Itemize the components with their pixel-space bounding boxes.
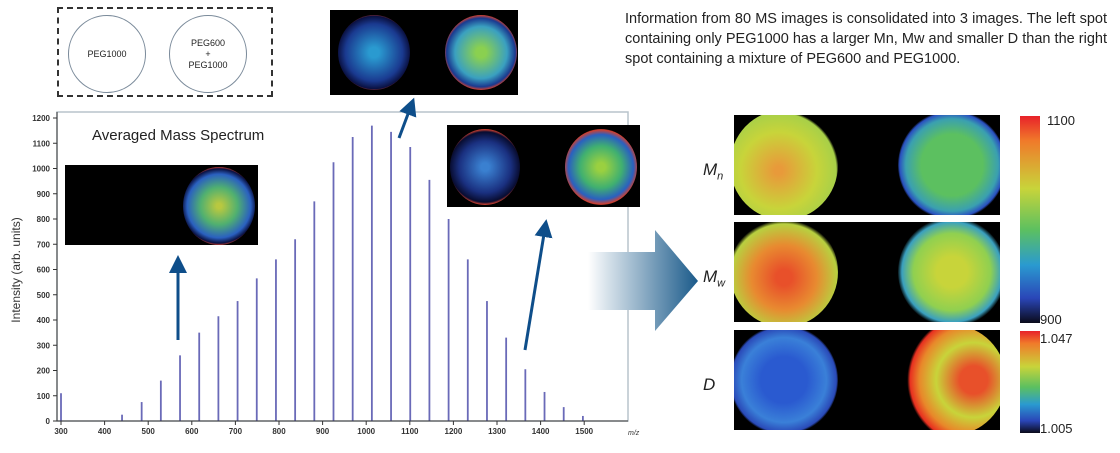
spot-left-label: PEG1000 bbox=[87, 48, 127, 59]
y-tick-label: 0 bbox=[46, 417, 51, 426]
x-tick-label: 400 bbox=[98, 427, 112, 436]
description-text: Information from 80 MS images is consoli… bbox=[625, 11, 1107, 67]
y-tick-label: 1200 bbox=[32, 114, 50, 123]
x-tick-label: 1000 bbox=[357, 427, 375, 436]
x-tick-label: 1300 bbox=[488, 427, 506, 436]
colorbar-d-min: 1.005 bbox=[1040, 421, 1073, 436]
ms-image-high-mz bbox=[447, 125, 640, 207]
colorbar-m-max: 1100 bbox=[1047, 113, 1075, 128]
colorbar-d bbox=[1020, 331, 1040, 433]
arrow-up-icon bbox=[523, 219, 553, 351]
mass-spectrum-chart: 300 400 500 600 700 800 900 1000 1100 1200 1300 140… bbox=[9, 111, 640, 437]
x-tick-label: 1200 bbox=[445, 427, 463, 436]
x-tick-label: 1500 bbox=[575, 427, 593, 436]
map-row-label: D bbox=[703, 375, 716, 394]
colorbar-m bbox=[1020, 116, 1040, 323]
x-tick-label: 900 bbox=[316, 427, 330, 436]
colorbar-d-max: 1.047 bbox=[1040, 331, 1073, 346]
x-tick-label: 700 bbox=[229, 427, 243, 436]
y-tick-label: 1000 bbox=[32, 165, 50, 174]
ms-image-low-mz bbox=[65, 165, 258, 245]
y-tick-label: 900 bbox=[37, 190, 51, 199]
y-axis-label: Intensity (arb. units) bbox=[9, 217, 23, 322]
y-tick-label: 800 bbox=[37, 215, 51, 224]
colorbar-m-min: 900 bbox=[1040, 312, 1062, 327]
y-tick-label: 200 bbox=[37, 367, 51, 376]
chart-title: Averaged Mass Spectrum bbox=[92, 127, 265, 144]
spot-right: PEG600 + PEG1000 bbox=[169, 15, 247, 93]
spot-right-label: PEG600 + PEG1000 bbox=[188, 37, 228, 70]
map-image bbox=[734, 222, 1000, 322]
y-tick-label: 600 bbox=[37, 266, 51, 275]
y-tick-label: 100 bbox=[37, 392, 51, 401]
x-axis-label: m/z bbox=[628, 430, 640, 437]
spot-left: PEG1000 bbox=[68, 15, 146, 93]
y-tick-label: 1100 bbox=[33, 139, 51, 148]
y-tick-label: 700 bbox=[37, 240, 51, 249]
x-tick-label: 800 bbox=[272, 427, 286, 436]
sample-legend-box: PEG1000 PEG600 + PEG1000 bbox=[57, 7, 273, 97]
ms-image-top bbox=[330, 10, 518, 95]
map-row-label: Mw bbox=[703, 267, 726, 290]
x-tick-label: 1400 bbox=[532, 427, 550, 436]
big-arrow-right-icon bbox=[588, 230, 698, 331]
x-tick-label: 500 bbox=[142, 427, 156, 436]
x-tick-label: 600 bbox=[185, 427, 199, 436]
map-image bbox=[734, 115, 1000, 215]
map-row-label: Mn bbox=[703, 160, 724, 183]
arrows-layer bbox=[169, 97, 698, 351]
y-tick-label: 400 bbox=[37, 316, 51, 325]
y-tick-label: 500 bbox=[37, 291, 51, 300]
y-tick-label: 300 bbox=[37, 341, 51, 350]
x-tick-label: 1100 bbox=[401, 427, 419, 436]
arrow-up-icon bbox=[397, 97, 417, 139]
x-tick-label: 300 bbox=[54, 427, 68, 436]
map-image bbox=[734, 330, 1000, 430]
